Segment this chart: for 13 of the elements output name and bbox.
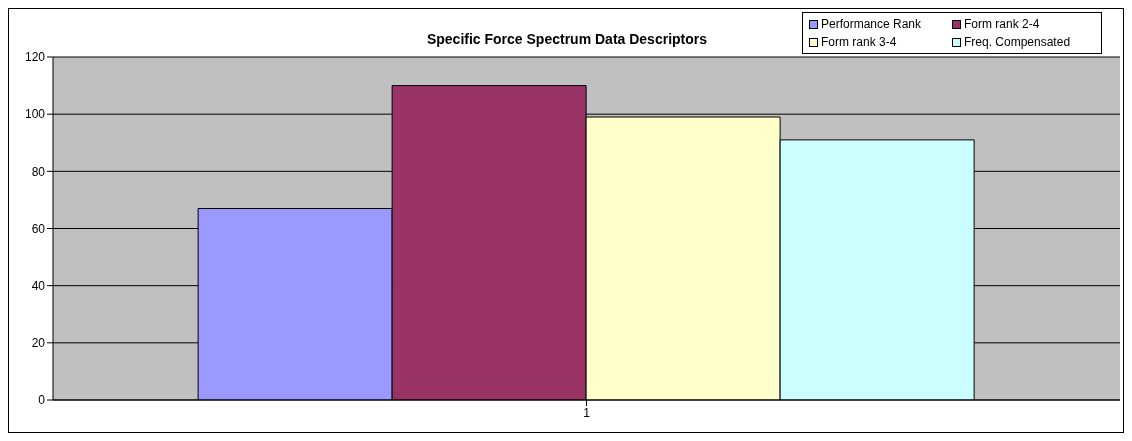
y-tick-label: 100 [24,107,46,122]
y-tick-label: 0 [38,393,46,408]
y-tick-label: 60 [31,221,46,236]
y-tick-label: 80 [31,164,46,179]
chart-title: Specific Force Spectrum Data Descriptors [426,31,708,47]
legend-label: Performance Rank [821,17,922,31]
legend-label: Form rank 3-4 [821,35,897,49]
y-tick-label: 20 [31,336,46,351]
y-tick-label: 40 [31,278,46,293]
legend-label: Form rank 2-4 [964,17,1040,31]
legend-label: Freq. Compensated [964,35,1071,49]
x-tick-label: 1 [583,405,591,420]
y-tick-label: 120 [24,50,46,65]
